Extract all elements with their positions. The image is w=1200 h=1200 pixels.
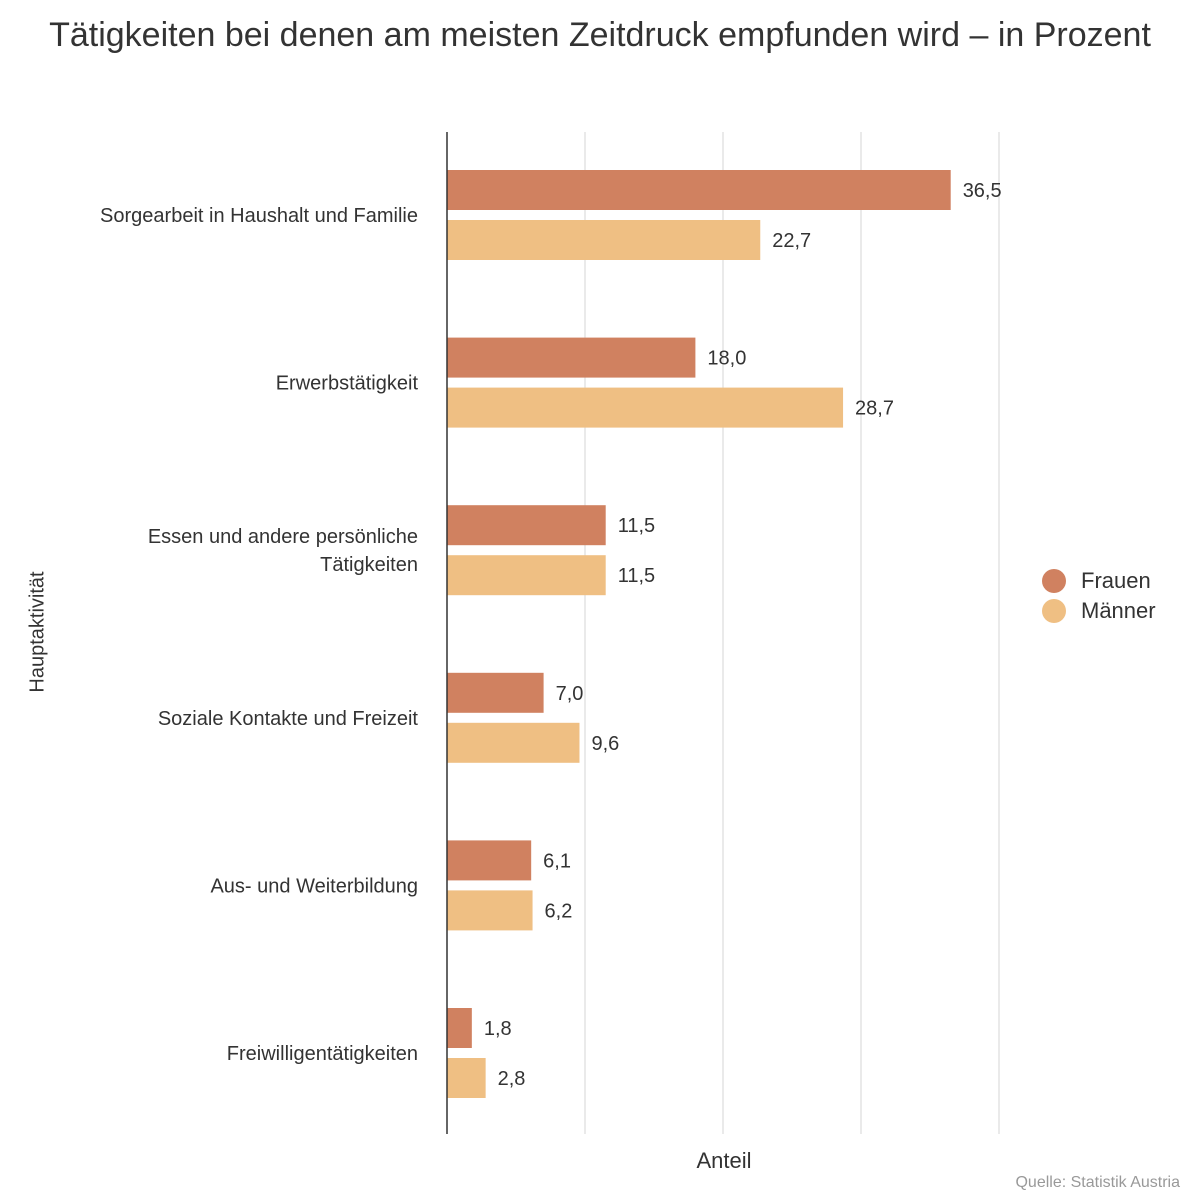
- data-label: 11,5: [618, 565, 655, 587]
- legend-swatch-frauen: [1042, 569, 1066, 593]
- category-label: Sorgearbeit in Haushalt und Familie: [100, 205, 418, 227]
- legend-swatch-maenner: [1042, 599, 1066, 623]
- bar-maenner[interactable]: [447, 220, 760, 260]
- bar-frauen[interactable]: [447, 673, 544, 713]
- bar-frauen[interactable]: [447, 840, 531, 880]
- data-label: 1,8: [484, 1018, 512, 1040]
- data-label: 6,2: [545, 900, 573, 922]
- category-label: Erwerbstätigkeit: [276, 373, 419, 395]
- data-label: 6,1: [543, 850, 571, 872]
- category-label: Freiwilligentätigkeiten: [227, 1043, 418, 1065]
- legend-label-maenner: Männer: [1081, 598, 1156, 624]
- data-label: 22,7: [772, 230, 811, 252]
- data-label: 7,0: [556, 683, 584, 705]
- legend-item-maenner[interactable]: Männer: [1042, 596, 1156, 626]
- x-axis-title: Anteil: [696, 1148, 751, 1174]
- bar-maenner[interactable]: [447, 1058, 486, 1098]
- data-label: 11,5: [618, 515, 655, 537]
- legend-item-frauen[interactable]: Frauen: [1042, 566, 1156, 596]
- data-labels: 36,5 22,7 18,0 28,7 11,5 11,5 7,0 9,6 6,1 6,2 1,8 2…: [484, 180, 1002, 1090]
- data-label: 2,8: [498, 1068, 526, 1090]
- grid-lines: [585, 132, 999, 1134]
- y-axis-title: Hauptaktivität: [27, 571, 50, 692]
- bar-frauen[interactable]: [447, 505, 606, 545]
- bar-maenner[interactable]: [447, 890, 533, 930]
- bar-chart: 36,5 22,7 18,0 28,7 11,5 11,5 7,0 9,6 6,1 6,2 1,8 2…: [0, 0, 1200, 1200]
- legend-label-frauen: Frauen: [1081, 568, 1151, 594]
- bar-frauen[interactable]: [447, 1008, 472, 1048]
- source-note: Quelle: Statistik Austria: [1015, 1174, 1180, 1192]
- data-label: 9,6: [591, 733, 619, 755]
- category-label: Essen und andere persönliche Tätigkeiten: [148, 526, 418, 576]
- category-labels: Sorgearbeit in Haushalt und Familie Erwer…: [100, 205, 418, 1065]
- category-label: Soziale Kontakte und Freizeit: [158, 708, 419, 730]
- bars: [447, 170, 951, 1098]
- data-label: 36,5: [963, 180, 1002, 202]
- bar-frauen[interactable]: [447, 338, 695, 378]
- data-label: 18,0: [707, 348, 746, 370]
- legend: Frauen Männer: [1042, 566, 1156, 626]
- category-label: Aus- und Weiterbildung: [210, 875, 418, 897]
- bar-maenner[interactable]: [447, 555, 606, 595]
- bar-maenner[interactable]: [447, 723, 579, 763]
- bar-maenner[interactable]: [447, 388, 843, 428]
- data-label: 28,7: [855, 398, 894, 420]
- bar-frauen[interactable]: [447, 170, 951, 210]
